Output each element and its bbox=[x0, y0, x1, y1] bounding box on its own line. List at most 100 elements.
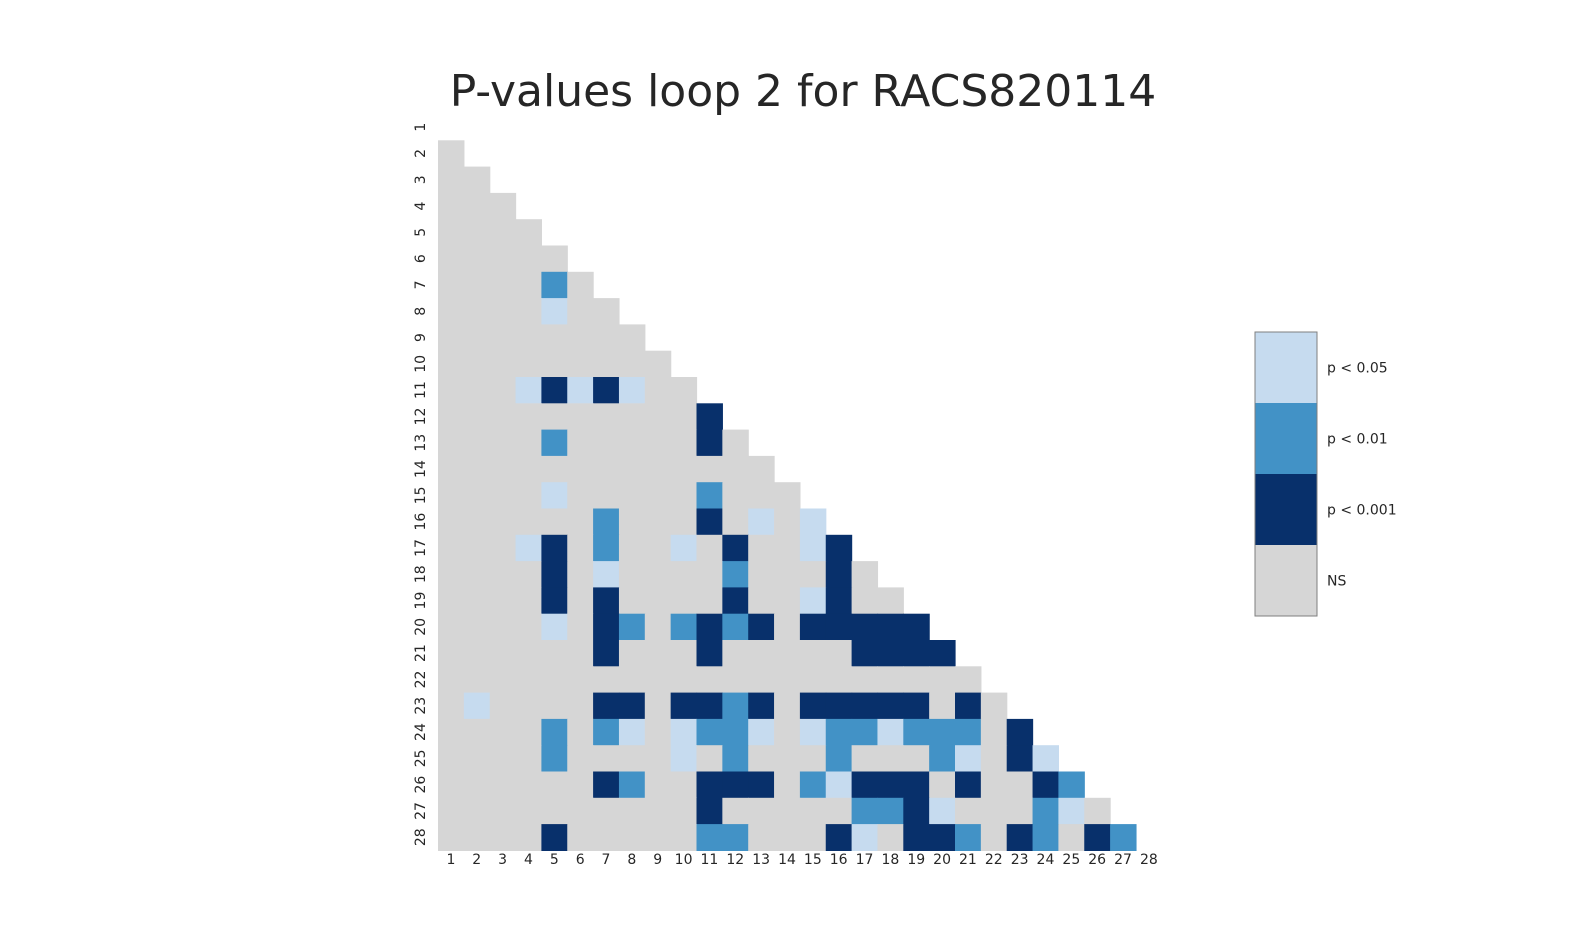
heatmap-cell-r15-c10 bbox=[670, 482, 698, 510]
heatmap-cell-r21-c13 bbox=[748, 640, 775, 667]
x-tick-label: 3 bbox=[498, 852, 507, 868]
y-tick-label: 9 bbox=[413, 333, 429, 342]
y-tick-label: 18 bbox=[413, 565, 429, 583]
heatmap-cell-r17-c9 bbox=[644, 534, 672, 562]
y-tick-label: 5 bbox=[413, 228, 429, 237]
heatmap-cell-r16-c11 bbox=[696, 508, 723, 536]
heatmap-cell-r22-c10 bbox=[670, 666, 698, 694]
heatmap-cell-r22-c17 bbox=[851, 666, 879, 694]
heatmap-cell-r15-c11 bbox=[696, 482, 723, 510]
heatmap-cell-r24-c18 bbox=[877, 718, 904, 746]
heatmap-cell-r3-c1 bbox=[438, 166, 465, 194]
x-tick-label: 5 bbox=[550, 852, 559, 868]
heatmap-cell-r21-c19 bbox=[903, 640, 930, 667]
heatmap-cell-r25-c7 bbox=[593, 745, 620, 773]
heatmap-cell-r27-c22 bbox=[980, 797, 1008, 825]
heatmap-cell-r8-c1 bbox=[438, 298, 465, 325]
heatmap-cell-r28-c20 bbox=[929, 824, 956, 851]
heatmap-cell-r27-c4 bbox=[515, 797, 542, 825]
heatmap-cell-r23-c11 bbox=[696, 692, 723, 720]
heatmap-cell-r24-c2 bbox=[463, 718, 491, 746]
heatmap-cell-r5-c1 bbox=[438, 219, 465, 247]
legend-border bbox=[1254, 331, 1318, 617]
heatmap-cell-r20-c10 bbox=[670, 613, 698, 641]
x-tick-label: 18 bbox=[881, 852, 899, 868]
heatmap-cell-r22-c3 bbox=[489, 666, 517, 694]
heatmap-cell-r22-c12 bbox=[722, 666, 749, 694]
heatmap-cell-r3-c2 bbox=[463, 166, 491, 194]
heatmap-cell-r19-c11 bbox=[696, 587, 723, 615]
y-tick-label: 11 bbox=[413, 381, 429, 399]
heatmap-cell-r22-c14 bbox=[774, 666, 801, 694]
heatmap-cell-r21-c16 bbox=[825, 640, 853, 667]
heatmap-cell-r10-c4 bbox=[515, 350, 542, 378]
heatmap-cell-r20-c9 bbox=[644, 613, 672, 641]
heatmap-cell-r15-c4 bbox=[515, 482, 542, 510]
heatmap-cell-r28-c16 bbox=[825, 824, 853, 851]
heatmap-cell-r18-c15 bbox=[799, 561, 827, 588]
y-tick-label: 1 bbox=[413, 123, 429, 132]
heatmap-cell-r18-c3 bbox=[489, 561, 517, 588]
heatmap-cell-r28-c12 bbox=[722, 824, 749, 851]
heatmap-cell-r26-c9 bbox=[644, 771, 672, 799]
heatmap-cell-r24-c5 bbox=[541, 718, 568, 746]
heatmap-cell-r19-c2 bbox=[463, 587, 491, 615]
x-tick-label: 28 bbox=[1140, 852, 1158, 868]
heatmap-cell-r9-c5 bbox=[541, 324, 568, 352]
heatmap-cell-r26-c20 bbox=[929, 771, 956, 799]
heatmap-cell-r19-c13 bbox=[748, 587, 775, 615]
heatmap-cell-r26-c14 bbox=[774, 771, 801, 799]
heatmap-cell-r24-c12 bbox=[722, 718, 749, 746]
x-tick-label: 25 bbox=[1062, 852, 1080, 868]
heatmap-cell-r27-c24 bbox=[1032, 797, 1059, 825]
y-tick-label: 15 bbox=[413, 486, 429, 504]
heatmap-cell-r28-c19 bbox=[903, 824, 930, 851]
heatmap-cell-r23-c13 bbox=[748, 692, 775, 720]
heatmap-cell-r17-c16 bbox=[825, 534, 853, 562]
heatmap-cells bbox=[438, 140, 1137, 851]
heatmap-cell-r25-c23 bbox=[1006, 745, 1034, 773]
heatmap-cell-r13-c3 bbox=[489, 429, 517, 457]
heatmap-cell-r25-c12 bbox=[722, 745, 749, 773]
y-tick-label: 8 bbox=[413, 307, 429, 316]
heatmap-cell-r25-c17 bbox=[851, 745, 879, 773]
heatmap-cell-r14-c13 bbox=[748, 455, 775, 483]
heatmap-cell-r21-c18 bbox=[877, 640, 904, 667]
y-tick-label: 28 bbox=[413, 828, 429, 846]
heatmap-cell-r21-c2 bbox=[463, 640, 491, 667]
heatmap-cell-r7-c6 bbox=[567, 271, 594, 299]
heatmap-cell-r20-c14 bbox=[774, 613, 801, 641]
heatmap-cell-r18-c10 bbox=[670, 561, 698, 588]
y-tick-label: 21 bbox=[413, 644, 429, 662]
heatmap-cell-r11-c8 bbox=[618, 377, 646, 404]
heatmap-cell-r20-c2 bbox=[463, 613, 491, 641]
heatmap-cell-r15-c6 bbox=[567, 482, 594, 510]
heatmap-cell-r25-c22 bbox=[980, 745, 1008, 773]
heatmap-cell-r18-c7 bbox=[593, 561, 620, 588]
heatmap-cell-r20-c13 bbox=[748, 613, 775, 641]
heatmap-cell-r14-c3 bbox=[489, 455, 517, 483]
heatmap-cell-r25-c8 bbox=[618, 745, 646, 773]
heatmap-cell-r25-c24 bbox=[1032, 745, 1059, 773]
legend-label: p < 0.01 bbox=[1327, 432, 1388, 448]
heatmap-cell-r27-c7 bbox=[593, 797, 620, 825]
heatmap-cell-r14-c10 bbox=[670, 455, 698, 483]
heatmap-cell-r16-c10 bbox=[670, 508, 698, 536]
heatmap-cell-r22-c5 bbox=[541, 666, 568, 694]
x-tick-label: 11 bbox=[701, 852, 719, 868]
heatmap-cell-r4-c3 bbox=[489, 192, 517, 220]
heatmap-cell-r21-c10 bbox=[670, 640, 698, 667]
x-tick-label: 13 bbox=[752, 852, 770, 868]
heatmap-cell-r23-c2 bbox=[463, 692, 491, 720]
heatmap-cell-r15-c1 bbox=[438, 482, 465, 510]
heatmap-cell-r26-c22 bbox=[980, 771, 1008, 799]
heatmap-cell-r17-c10 bbox=[670, 534, 698, 562]
heatmap-cell-r24-c1 bbox=[438, 718, 465, 746]
heatmap-cell-r25-c10 bbox=[670, 745, 698, 773]
heatmap-cell-r10-c7 bbox=[593, 350, 620, 378]
heatmap-cell-r20-c19 bbox=[903, 613, 930, 641]
heatmap-cell-r21-c14 bbox=[774, 640, 801, 667]
heatmap-cell-r6-c2 bbox=[463, 245, 491, 273]
heatmap-cell-r16-c6 bbox=[567, 508, 594, 536]
heatmap-cell-r28-c23 bbox=[1006, 824, 1034, 851]
